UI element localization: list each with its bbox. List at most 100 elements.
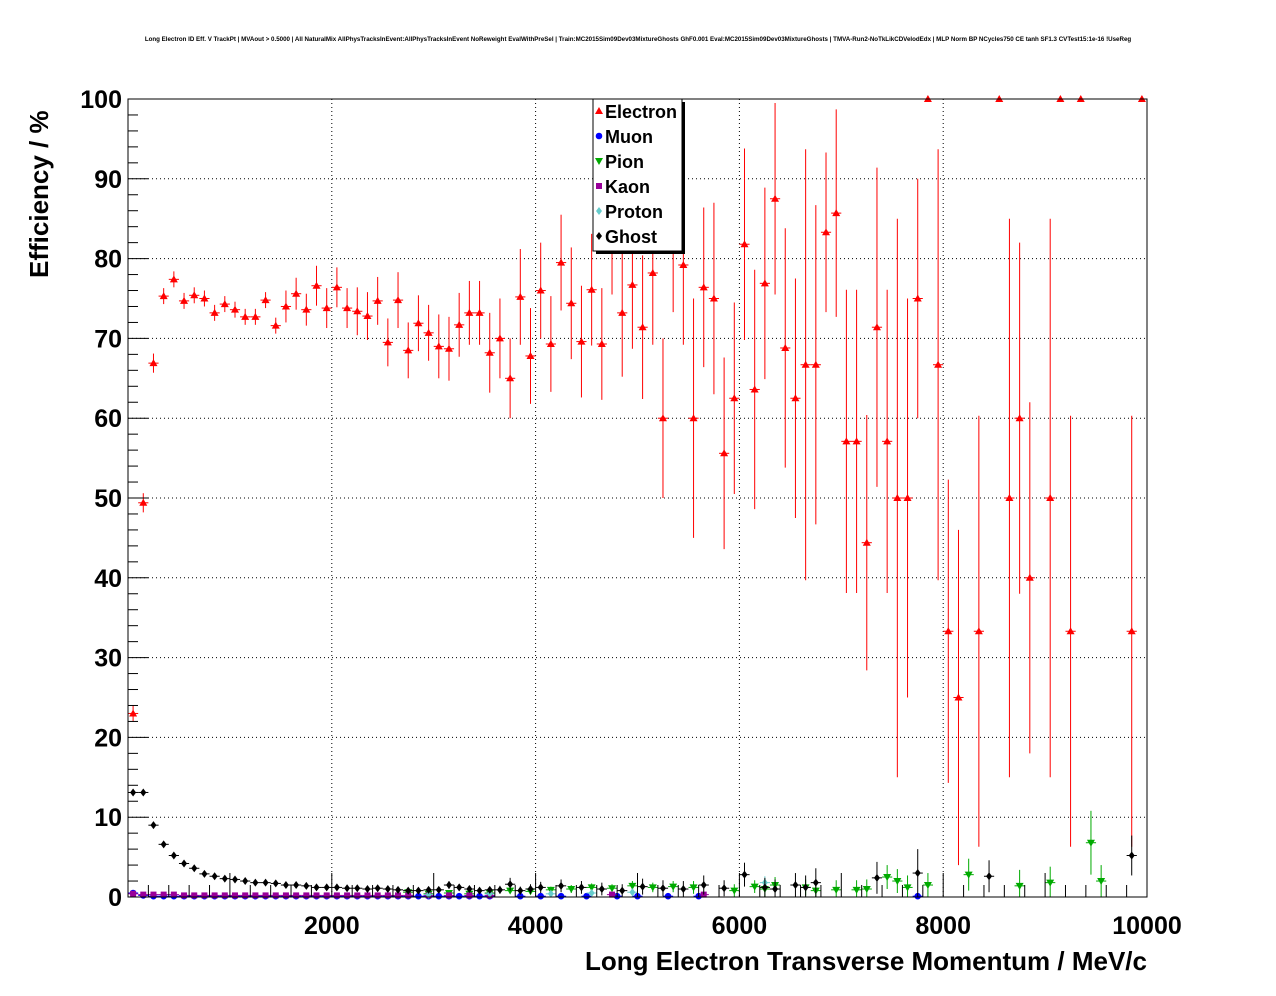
kaon-marker xyxy=(221,892,228,899)
muon-marker xyxy=(517,892,524,900)
muon-marker xyxy=(583,892,590,900)
kaon-point xyxy=(209,892,220,899)
kaon-point xyxy=(240,892,251,899)
ghost-point xyxy=(983,860,995,893)
ghost-point xyxy=(260,878,271,887)
electron-point xyxy=(1126,415,1137,847)
electron-point xyxy=(250,308,261,325)
ghost-point xyxy=(443,881,455,890)
electron-point xyxy=(128,705,139,722)
ghost-marker xyxy=(242,877,249,886)
ghost-marker xyxy=(578,883,585,892)
x-tick-label: 2000 xyxy=(304,912,360,940)
pion-point xyxy=(606,884,618,893)
pion-marker xyxy=(587,884,596,892)
electron-point xyxy=(178,292,190,309)
electron-marker xyxy=(699,283,708,291)
electron-point xyxy=(260,292,271,309)
electron-marker xyxy=(842,437,851,445)
ghost-marker xyxy=(721,884,728,893)
pion-marker xyxy=(669,883,678,891)
ghost-point xyxy=(464,885,475,894)
kaon-marker xyxy=(130,890,137,897)
electron-point xyxy=(138,493,149,513)
kaon-marker xyxy=(191,892,198,899)
electron-point xyxy=(1014,242,1025,594)
ghost-marker xyxy=(293,881,300,890)
pion-point xyxy=(963,858,974,891)
kaon-point xyxy=(250,892,261,899)
electron-point xyxy=(331,267,342,308)
electron-point xyxy=(871,167,883,487)
electron-point xyxy=(902,298,913,698)
electron-point xyxy=(617,249,628,377)
y-tick-label: 0 xyxy=(108,884,122,912)
electron-marker xyxy=(220,300,229,308)
pion-marker xyxy=(567,886,576,894)
pion-marker xyxy=(923,882,932,890)
kaon-point xyxy=(606,891,618,898)
electron-marker xyxy=(302,305,311,313)
electron-point xyxy=(464,280,475,345)
electron-marker xyxy=(872,323,881,331)
kaon-marker xyxy=(344,892,351,899)
electron-marker xyxy=(934,360,943,368)
ghost-marker xyxy=(619,886,626,895)
ghost-point xyxy=(178,859,190,868)
pion-point xyxy=(902,875,913,897)
electron-point xyxy=(688,298,699,538)
electron-marker xyxy=(475,308,484,316)
ghost-marker xyxy=(445,881,452,890)
kaon-series xyxy=(128,890,709,899)
electron-point xyxy=(168,271,179,288)
electron-marker xyxy=(618,308,627,316)
electron-point xyxy=(229,301,241,318)
ghost-point xyxy=(331,883,342,892)
ghost-point xyxy=(413,886,424,895)
electron-marker xyxy=(760,279,769,287)
electron-point xyxy=(576,285,587,398)
electron-marker xyxy=(709,294,718,302)
kaon-marker xyxy=(445,892,452,899)
y-tick-label: 90 xyxy=(94,166,122,194)
electron-point xyxy=(311,265,322,306)
electron-marker xyxy=(781,343,790,351)
data-points xyxy=(128,95,1147,900)
kaon-point xyxy=(392,892,404,899)
kaon-marker xyxy=(272,892,279,899)
ghost-point xyxy=(576,881,587,894)
ghost-marker xyxy=(466,885,473,894)
electron-point xyxy=(851,289,862,593)
ghost-marker xyxy=(354,884,361,893)
legend-label-muon: Muon xyxy=(605,127,653,147)
kaon-point xyxy=(148,891,159,898)
electron-point xyxy=(892,218,903,778)
kaon-point xyxy=(178,892,190,899)
ghost-marker xyxy=(150,821,157,830)
electron-marker xyxy=(913,294,922,302)
ghost-point xyxy=(1126,835,1137,876)
legend-label-pion: Pion xyxy=(605,152,644,172)
chart-title: Long Electron ID Eff. V TrackPt | MVAout… xyxy=(144,36,1132,43)
ghost-point xyxy=(810,868,821,897)
muon-marker xyxy=(557,892,565,900)
electron-point xyxy=(820,152,832,313)
kaon-marker xyxy=(323,892,330,899)
legend-marker-ghost xyxy=(596,232,602,240)
electron-marker xyxy=(190,291,199,299)
ghost-point xyxy=(433,885,444,894)
pion-point xyxy=(1045,866,1056,897)
pion-marker xyxy=(832,886,841,894)
electron-marker xyxy=(383,338,392,346)
legend-marker-muon xyxy=(595,132,603,140)
electron-point xyxy=(189,287,200,304)
kaon-marker xyxy=(201,892,208,899)
kaon-point xyxy=(382,892,393,899)
pion-marker xyxy=(608,885,617,893)
ghost-series xyxy=(128,788,1137,897)
pion-point xyxy=(851,880,862,897)
ghost-marker xyxy=(405,886,412,895)
electron-marker xyxy=(343,304,352,312)
electron-marker xyxy=(1127,627,1136,635)
pion-point xyxy=(688,881,699,894)
